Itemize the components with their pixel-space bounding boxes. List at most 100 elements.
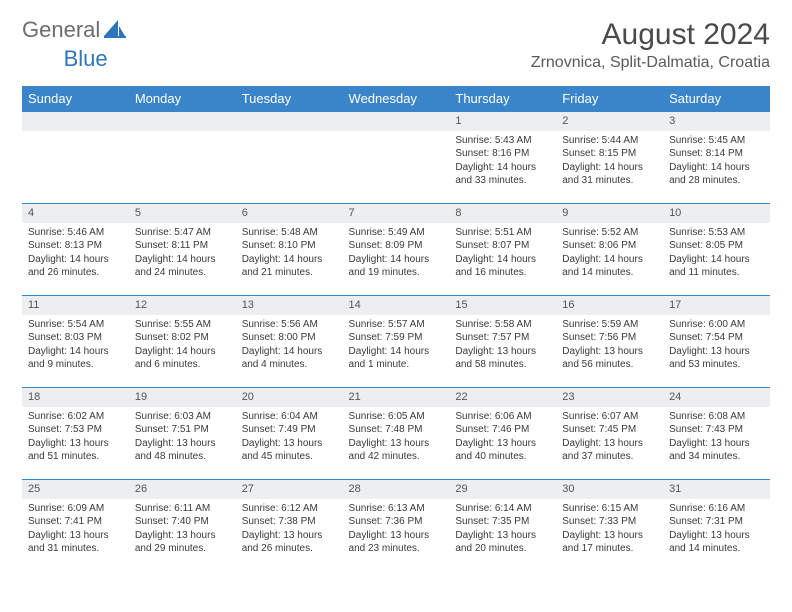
logo: General — [22, 18, 126, 42]
day-info-line: Sunrise: 6:13 AM — [349, 502, 444, 516]
calendar-day-cell: 14Sunrise: 5:57 AMSunset: 7:59 PMDayligh… — [343, 296, 450, 388]
calendar-day-cell: 24Sunrise: 6:08 AMSunset: 7:43 PMDayligh… — [663, 388, 770, 480]
day-number: 2 — [556, 112, 663, 131]
day-info-line: Sunrise: 6:02 AM — [28, 410, 123, 424]
day-info-line: Sunrise: 6:15 AM — [562, 502, 657, 516]
day-info-line: and 31 minutes. — [562, 174, 657, 188]
calendar-day-cell: 5 Sunrise: 5:47 AMSunset: 8:11 PMDaylight… — [129, 204, 236, 296]
day-info-line: Sunset: 8:06 PM — [562, 239, 657, 253]
day-body: Sunrise: 5:56 AMSunset: 8:00 PMDaylight:… — [236, 315, 343, 376]
day-number: 21 — [343, 388, 450, 407]
day-info-line: Sunset: 7:46 PM — [455, 423, 550, 437]
day-number: 26 — [129, 480, 236, 499]
day-info-line: and 37 minutes. — [562, 450, 657, 464]
day-info-line: Daylight: 13 hours — [562, 437, 657, 451]
day-number: 10 — [663, 204, 770, 223]
day-info-line: Daylight: 13 hours — [242, 529, 337, 543]
day-info-line: Sunrise: 5:58 AM — [455, 318, 550, 332]
day-info-line: Sunrise: 5:45 AM — [669, 134, 764, 148]
day-info-line: Sunrise: 6:16 AM — [669, 502, 764, 516]
day-info-line: and 40 minutes. — [455, 450, 550, 464]
day-info-line: Daylight: 14 hours — [562, 253, 657, 267]
calendar-week-row: 1Sunrise: 5:43 AMSunset: 8:16 PMDaylight… — [22, 112, 770, 204]
day-body: Sunrise: 5:58 AMSunset: 7:57 PMDaylight:… — [449, 315, 556, 376]
day-info-line: and 31 minutes. — [28, 542, 123, 556]
day-info-line: Sunset: 8:03 PM — [28, 331, 123, 345]
calendar-day-cell: 29Sunrise: 6:14 AMSunset: 7:35 PMDayligh… — [449, 480, 556, 572]
day-info-line: Sunrise: 5:49 AM — [349, 226, 444, 240]
day-info-line: Daylight: 13 hours — [28, 437, 123, 451]
weekday-header: Sunday — [22, 86, 129, 112]
day-info-line: Sunset: 8:13 PM — [28, 239, 123, 253]
day-info-line: Sunset: 7:54 PM — [669, 331, 764, 345]
day-info-line: Daylight: 13 hours — [455, 529, 550, 543]
calendar-day-cell — [22, 112, 129, 204]
day-info-line: Sunset: 8:10 PM — [242, 239, 337, 253]
day-body: Sunrise: 5:48 AMSunset: 8:10 PMDaylight:… — [236, 223, 343, 284]
calendar-week-row: 25Sunrise: 6:09 AMSunset: 7:41 PMDayligh… — [22, 480, 770, 572]
day-body: Sunrise: 6:03 AMSunset: 7:51 PMDaylight:… — [129, 407, 236, 468]
day-info-line: Sunrise: 6:14 AM — [455, 502, 550, 516]
day-number: 30 — [556, 480, 663, 499]
day-info-line: Sunrise: 6:08 AM — [669, 410, 764, 424]
day-info-line: and 53 minutes. — [669, 358, 764, 372]
day-info-line: and 34 minutes. — [669, 450, 764, 464]
day-info-line: Sunset: 8:11 PM — [135, 239, 230, 253]
day-info-line: Sunset: 7:56 PM — [562, 331, 657, 345]
day-number: 6 — [236, 204, 343, 223]
day-body: Sunrise: 6:05 AMSunset: 7:48 PMDaylight:… — [343, 407, 450, 468]
day-info-line: Daylight: 13 hours — [242, 437, 337, 451]
day-body: Sunrise: 5:59 AMSunset: 7:56 PMDaylight:… — [556, 315, 663, 376]
day-number-empty — [22, 112, 129, 131]
day-info-line: Daylight: 14 hours — [28, 253, 123, 267]
day-body: Sunrise: 6:13 AMSunset: 7:36 PMDaylight:… — [343, 499, 450, 560]
day-info-line: Daylight: 14 hours — [669, 161, 764, 175]
day-number: 14 — [343, 296, 450, 315]
day-number: 22 — [449, 388, 556, 407]
day-info-line: and 28 minutes. — [669, 174, 764, 188]
day-number: 15 — [449, 296, 556, 315]
calendar-week-row: 11Sunrise: 5:54 AMSunset: 8:03 PMDayligh… — [22, 296, 770, 388]
day-number: 17 — [663, 296, 770, 315]
day-info-line: and 1 minute. — [349, 358, 444, 372]
day-info-line: and 24 minutes. — [135, 266, 230, 280]
day-info-line: and 16 minutes. — [455, 266, 550, 280]
day-info-line: Daylight: 14 hours — [349, 345, 444, 359]
calendar-day-cell: 17Sunrise: 6:00 AMSunset: 7:54 PMDayligh… — [663, 296, 770, 388]
calendar-day-cell: 7Sunrise: 5:49 AMSunset: 8:09 PMDaylight… — [343, 204, 450, 296]
calendar-day-cell: 26Sunrise: 6:11 AMSunset: 7:40 PMDayligh… — [129, 480, 236, 572]
day-number: 5 — [129, 204, 236, 223]
day-info-line: Sunrise: 5:46 AM — [28, 226, 123, 240]
calendar-day-cell: 3Sunrise: 5:45 AMSunset: 8:14 PMDaylight… — [663, 112, 770, 204]
day-info-line: Sunrise: 6:05 AM — [349, 410, 444, 424]
calendar-day-cell: 8Sunrise: 5:51 AMSunset: 8:07 PMDaylight… — [449, 204, 556, 296]
day-body: Sunrise: 5:55 AMSunset: 8:02 PMDaylight:… — [129, 315, 236, 376]
day-body: Sunrise: 6:08 AMSunset: 7:43 PMDaylight:… — [663, 407, 770, 468]
day-info-line: Daylight: 14 hours — [28, 345, 123, 359]
day-info-line: Sunset: 7:49 PM — [242, 423, 337, 437]
day-info-line: and 4 minutes. — [242, 358, 337, 372]
day-info-line: Daylight: 14 hours — [455, 161, 550, 175]
calendar-day-cell: 13Sunrise: 5:56 AMSunset: 8:00 PMDayligh… — [236, 296, 343, 388]
day-info-line: Sunrise: 6:00 AM — [669, 318, 764, 332]
weekday-header: Wednesday — [343, 86, 450, 112]
calendar-day-cell: 12Sunrise: 5:55 AMSunset: 8:02 PMDayligh… — [129, 296, 236, 388]
day-info-line: Sunrise: 6:11 AM — [135, 502, 230, 516]
day-info-line: Sunset: 7:51 PM — [135, 423, 230, 437]
calendar-day-cell: 11Sunrise: 5:54 AMSunset: 8:03 PMDayligh… — [22, 296, 129, 388]
calendar-week-row: 4Sunrise: 5:46 AMSunset: 8:13 PMDaylight… — [22, 204, 770, 296]
day-body: Sunrise: 5:54 AMSunset: 8:03 PMDaylight:… — [22, 315, 129, 376]
calendar-day-cell: 4Sunrise: 5:46 AMSunset: 8:13 PMDaylight… — [22, 204, 129, 296]
day-info-line: and 19 minutes. — [349, 266, 444, 280]
day-info-line: Sunrise: 5:47 AM — [135, 226, 230, 240]
day-body: Sunrise: 6:15 AMSunset: 7:33 PMDaylight:… — [556, 499, 663, 560]
day-info-line: Daylight: 13 hours — [669, 345, 764, 359]
day-info-line: Sunset: 8:07 PM — [455, 239, 550, 253]
logo-sail-icon — [104, 18, 126, 42]
day-number-empty — [343, 112, 450, 131]
day-body: Sunrise: 6:00 AMSunset: 7:54 PMDaylight:… — [663, 315, 770, 376]
day-info-line: and 42 minutes. — [349, 450, 444, 464]
day-info-line: Daylight: 14 hours — [135, 253, 230, 267]
day-info-line: Daylight: 13 hours — [135, 529, 230, 543]
day-info-line: Sunrise: 6:12 AM — [242, 502, 337, 516]
